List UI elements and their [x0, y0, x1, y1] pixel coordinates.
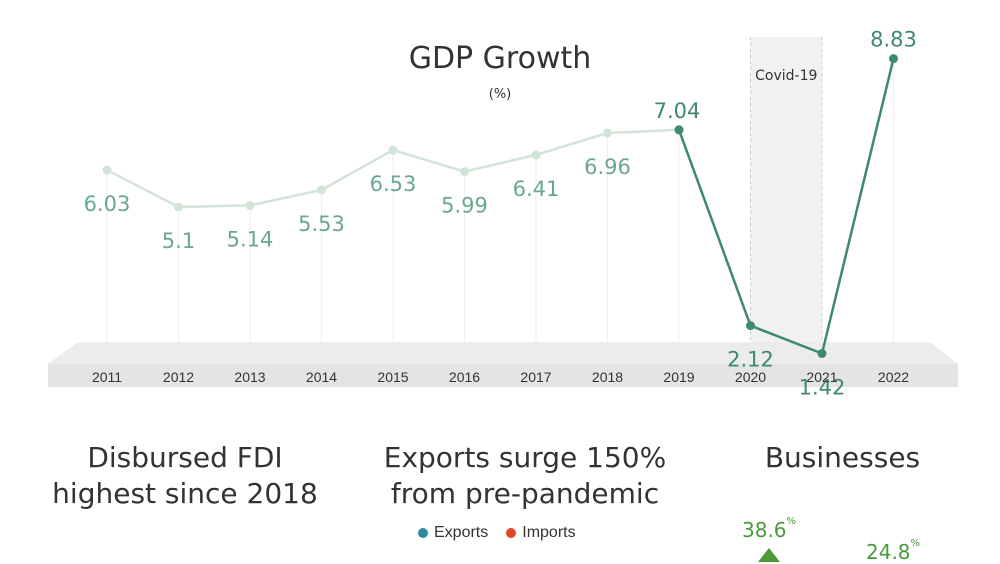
- data-point-2021: [817, 348, 827, 358]
- covid-band: [750, 37, 822, 343]
- data-point-2022: [889, 54, 898, 64]
- x-tick-2014: 2014: [306, 369, 337, 385]
- value-label-2014: 5.53: [298, 212, 345, 236]
- x-tick-2020: 2020: [735, 369, 766, 385]
- exports-headline-line2: from pre-pandemic: [390, 477, 660, 510]
- series-line-emphasis: [677, 58, 895, 356]
- businesses-value-1: 38.6%: [742, 516, 797, 542]
- value-label-2019: 7.04: [654, 99, 701, 123]
- value-label-2013: 5.14: [227, 227, 274, 251]
- x-tick-2011: 2011: [92, 369, 122, 385]
- value-label-2020: 2.12: [727, 348, 774, 372]
- base-platform-front: [48, 364, 958, 387]
- x-tick-2018: 2018: [592, 369, 623, 385]
- value-label-2017: 6.41: [513, 177, 560, 201]
- businesses-value-2-number: 24.8: [866, 540, 911, 564]
- value-label-2022: 8.83: [870, 28, 917, 52]
- x-tick-2015: 2015: [377, 369, 408, 385]
- legend-item-exports: Exports: [418, 524, 488, 542]
- businesses-headline: Businesses: [764, 441, 921, 474]
- value-label-2012: 5.1: [162, 229, 195, 253]
- imports-dot-icon: [506, 528, 517, 538]
- covid-label: Covid-19: [755, 68, 817, 84]
- data-point-2020: [746, 321, 755, 331]
- exports-headline-line1: Exports surge 150%: [383, 441, 667, 474]
- fdi-headline: Disbursed FDI highest since 2018: [20, 440, 350, 512]
- businesses-value-2-unit: %: [910, 538, 921, 549]
- businesses-value-2: 24.8%: [866, 538, 921, 564]
- legend-item-imports: Imports: [506, 524, 576, 542]
- value-label-2018: 6.96: [584, 155, 631, 179]
- exports-dot-icon: [418, 528, 428, 538]
- data-point-2019: [674, 125, 684, 135]
- chart-unit: (%): [489, 87, 512, 102]
- data-point-2013: [245, 200, 255, 210]
- value-label-2011: 6.03: [84, 192, 131, 216]
- legend-label-imports: Imports: [522, 524, 576, 541]
- data-point-2012: [174, 202, 183, 212]
- value-label-2016: 5.99: [441, 194, 488, 218]
- fdi-headline-line2: highest since 2018: [52, 477, 318, 510]
- businesses-value-1-unit: %: [786, 516, 797, 527]
- base-platform-top: [48, 342, 958, 364]
- value-label-2015: 6.53: [370, 172, 417, 196]
- data-point-2017: [531, 150, 541, 160]
- data-point-2015: [388, 145, 398, 155]
- exports-legend: Exports Imports: [418, 524, 576, 542]
- x-tick-2017: 2017: [520, 369, 551, 385]
- data-point-2014: [317, 185, 326, 195]
- x-tick-2013: 2013: [234, 369, 265, 385]
- gdp-growth-chart: GDP Growth (%) Covid-19 6.03 5.1 5.14 5.53 6…: [48, 28, 958, 399]
- value-label-2021: 1.42: [799, 375, 846, 399]
- data-point-2018: [603, 128, 612, 138]
- chart-title: GDP Growth: [409, 41, 592, 76]
- businesses-value-1-number: 38.6: [742, 518, 787, 542]
- fdi-headline-line1: Disbursed FDI: [87, 441, 283, 474]
- exports-headline: Exports surge 150% from pre-pandemic: [360, 440, 690, 512]
- x-tick-2021: 2021: [806, 369, 837, 385]
- up-triangle-icon: [758, 548, 780, 562]
- data-point-2016: [460, 167, 469, 177]
- x-tick-2022: 2022: [878, 369, 909, 385]
- x-tick-2012: 2012: [163, 369, 194, 385]
- data-point-2011: [102, 165, 112, 175]
- x-tick-2016: 2016: [449, 369, 480, 385]
- x-tick-2019: 2019: [663, 369, 694, 385]
- legend-label-exports: Exports: [434, 524, 489, 541]
